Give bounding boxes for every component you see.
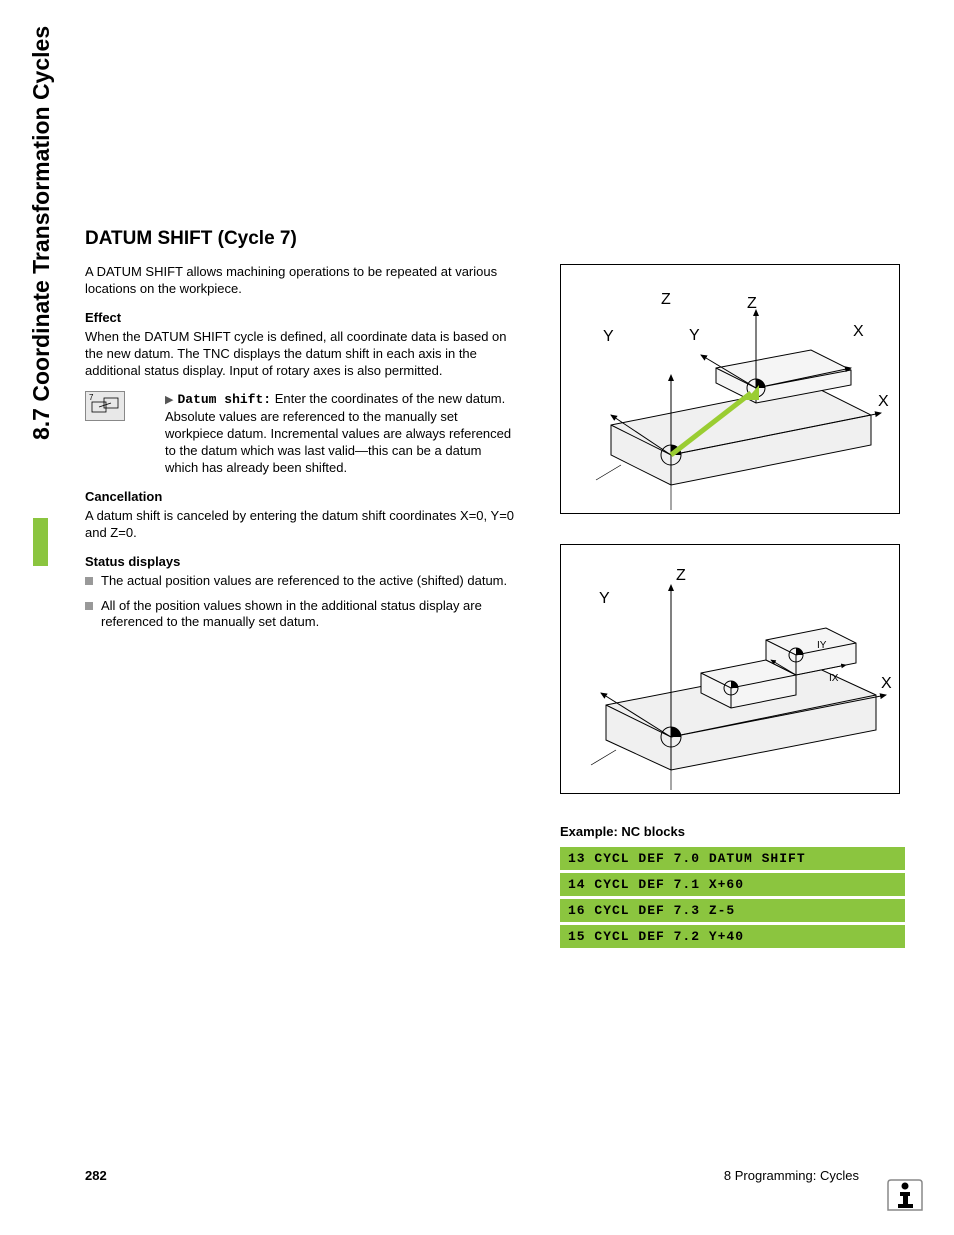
cancellation-text: A datum shift is canceled by entering th… [85,508,515,542]
right-column: Z Z Y Y X X [560,264,905,951]
page-content: DATUM SHIFT (Cycle 7) A DATUM SHIFT allo… [85,228,905,951]
status-bullet-1: The actual position values are reference… [85,573,515,590]
status-heading: Status displays [85,554,515,569]
axis-x: X [881,675,892,693]
axis-x2: X [878,393,889,411]
square-bullet-icon [85,602,93,610]
axis-z: Z [676,567,686,585]
datum-shift-label: Datum shift: [177,392,271,407]
axis-ix: IX [829,673,838,684]
nc-block-line: 14 CYCL DEF 7.1 X+60 [560,873,905,896]
example-heading: Example: NC blocks [560,824,905,839]
axis-y: Y [599,590,610,608]
left-column: A DATUM SHIFT allows machining operation… [85,264,515,639]
chapter-title: 8 Programming: Cycles [724,1168,859,1183]
datum-shift-text: ▶Datum shift: Enter the coordinates of t… [165,391,515,476]
axis-z1: Z [661,291,671,309]
effect-heading: Effect [85,310,515,325]
axis-iy: IY [817,640,826,651]
nc-block-line: 16 CYCL DEF 7.3 Z-5 [560,899,905,922]
axis-y1: Y [603,328,614,346]
nc-block-line: 13 CYCL DEF 7.0 DATUM SHIFT [560,847,905,870]
status-bullet-1-text: The actual position values are reference… [101,573,507,590]
triangle-bullet-icon: ▶ [165,394,173,406]
sidebar-section-title: 8.7 Coordinate Transformation Cycles [28,26,55,440]
cycle7-icon [85,391,125,421]
page-number: 282 [85,1168,107,1183]
effect-text: When the DATUM SHIFT cycle is defined, a… [85,329,515,380]
datum-shift-row: ▶Datum shift: Enter the coordinates of t… [85,391,515,476]
page-heading: DATUM SHIFT (Cycle 7) [85,228,905,250]
axis-z2: Z [747,295,757,313]
cancellation-heading: Cancellation [85,489,515,504]
square-bullet-icon [85,577,93,585]
axis-x1: X [853,323,864,341]
axis-y2: Y [689,327,700,345]
info-icon [886,1175,924,1217]
nc-block-line: 15 CYCL DEF 7.2 Y+40 [560,925,905,948]
diagram-status-display: Z Y X IY IX [560,544,900,794]
status-bullet-2: All of the position values shown in the … [85,598,515,632]
sidebar-accent [33,518,48,566]
diagram-datum-shift: Z Z Y Y X X [560,264,900,514]
intro-text: A DATUM SHIFT allows machining operation… [85,264,515,298]
status-bullet-2-text: All of the position values shown in the … [101,598,515,632]
